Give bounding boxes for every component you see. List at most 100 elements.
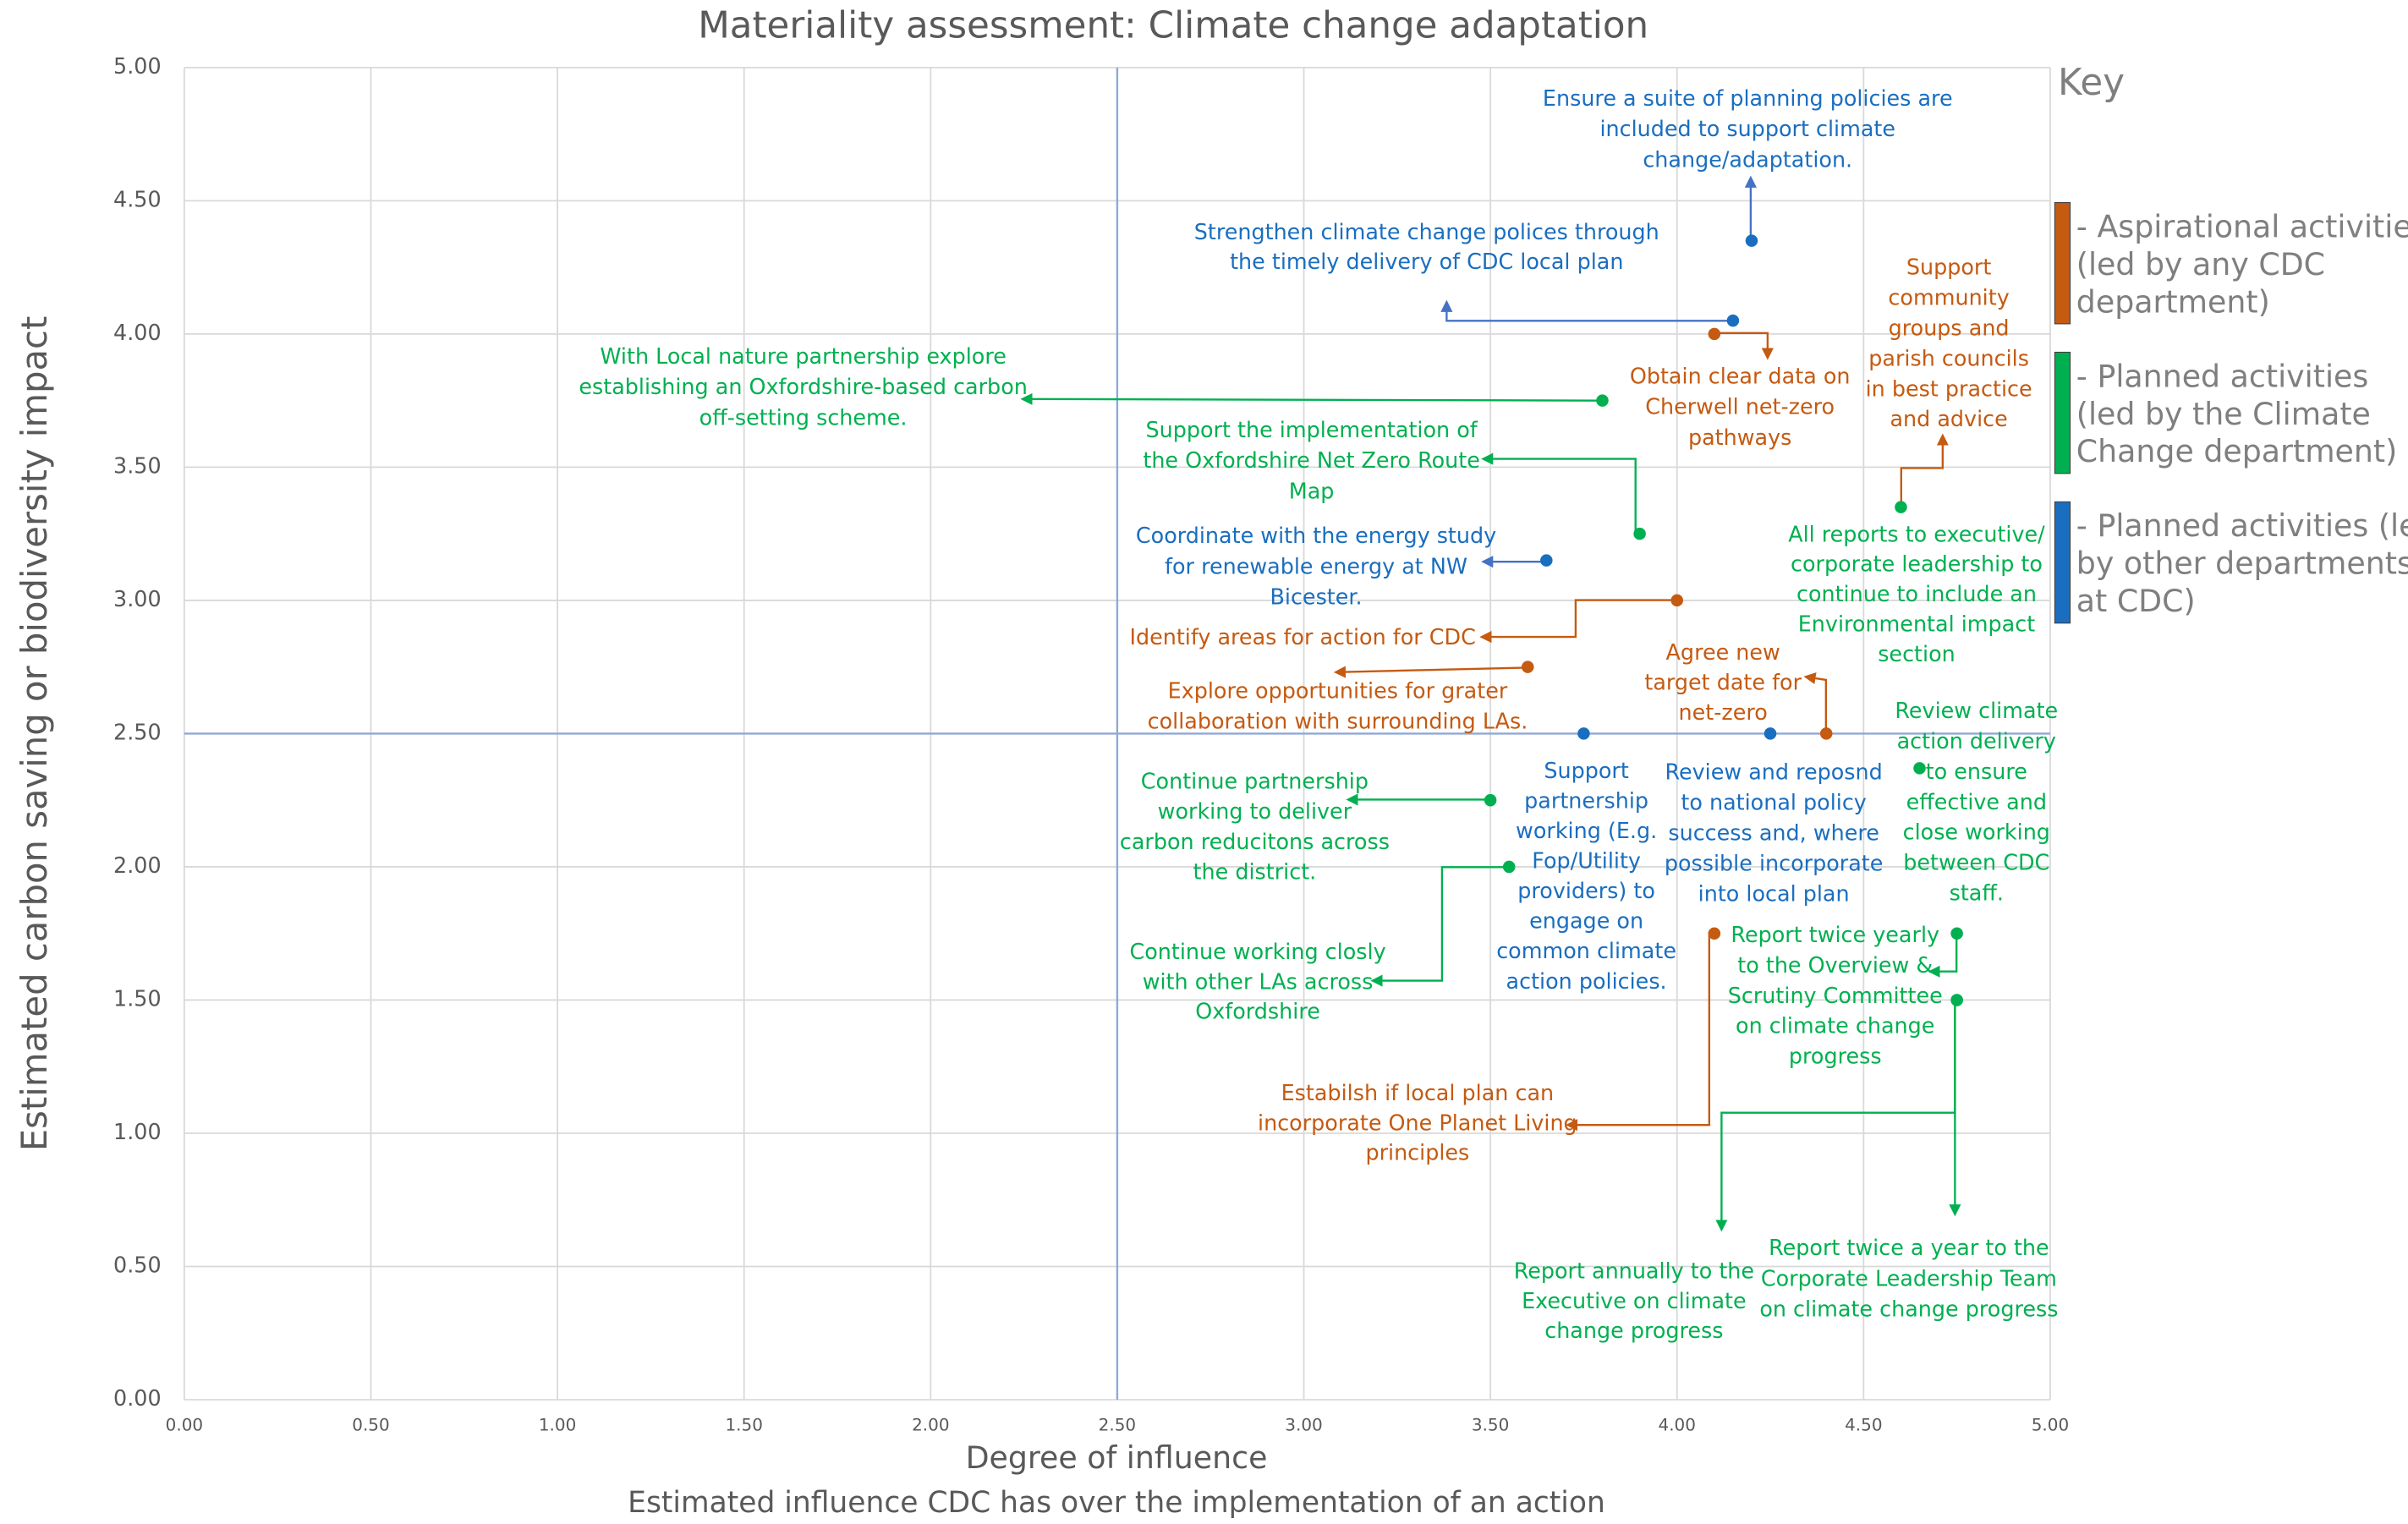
x-tick-label: 2.50	[1099, 1414, 1136, 1434]
point-label-line: Strengthen climate change polices throug…	[1194, 219, 1659, 244]
point-label-line: Coordinate with the energy study	[1136, 523, 1496, 548]
point-label-line: continue to include an	[1796, 581, 2037, 606]
point	[1708, 327, 1721, 341]
legend-title: Key	[2058, 62, 2125, 104]
point-label: Report twice a year to the Corporate Lead…	[1759, 1235, 2058, 1322]
point-label-line: partnership	[1524, 787, 1648, 813]
x-tick-label: 1.50	[725, 1414, 762, 1434]
point-label-line: Support	[1544, 758, 1628, 783]
point-label-line: with other LAs across	[1143, 968, 1374, 994]
x-tick-label: 4.00	[1659, 1414, 1696, 1434]
point-label: Continue partnership working to deliver ca…	[1120, 769, 1390, 885]
point-label-line: action policies.	[1506, 968, 1667, 994]
point-label-line: providers) to	[1517, 878, 1655, 903]
legend-swatch	[2054, 501, 2071, 624]
legend-entry-line: - Planned activities	[2076, 358, 2369, 394]
point-label-line: With Local nature partnership explore	[600, 343, 1007, 369]
point-label: Report annually to the Executive on clima…	[1514, 1258, 1754, 1343]
legend-entry-line: - Aspirational activities	[2076, 208, 2408, 244]
leader-arrow	[1479, 599, 1677, 644]
point-label-line: common climate	[1496, 938, 1676, 963]
point-label-line: off-setting scheme.	[699, 404, 908, 430]
point-label-line: Report annually to the	[1514, 1258, 1754, 1283]
point-label-line: success and, where	[1668, 820, 1879, 845]
y-tick-label: 1.50	[113, 985, 162, 1011]
point	[1763, 727, 1777, 740]
point-label: Support partnership working (E.g. Fop/Utili…	[1496, 758, 1676, 994]
point-label: Explore opportunities for grater collabor…	[1148, 677, 1528, 733]
x-tick-label: 4.50	[1845, 1414, 1882, 1434]
point-label-line: Review climate	[1895, 698, 2058, 723]
point-label-line: staff.	[1950, 880, 2004, 906]
point	[1950, 994, 1963, 1006]
point-label-line: pathways	[1688, 425, 1791, 450]
point	[1726, 314, 1740, 327]
point-label-line: corporate leadership to	[1791, 551, 2043, 577]
x-tick-label: 1.00	[539, 1414, 576, 1434]
point-label-line: working to deliver	[1158, 798, 1352, 824]
point-label-line: target date for	[1644, 669, 1802, 694]
y-tick-label: 3.50	[113, 452, 162, 478]
leader-arrow	[1900, 433, 1949, 507]
point-label: Obtain clear data on Cherwell net-zero pat…	[1630, 363, 1851, 450]
y-tick-label: 5.00	[113, 53, 162, 79]
point	[1521, 661, 1534, 673]
point-label: With Local nature partnership explore est…	[579, 343, 1027, 430]
point	[1913, 762, 1926, 775]
legend-entry-line: (led by the Climate	[2076, 396, 2371, 432]
point-label: Report twice yearly to the Overview & Scru…	[1728, 922, 1943, 1069]
point	[1577, 727, 1590, 740]
point-label-line: All reports to executive/	[1788, 521, 2045, 546]
point-label-line: between CDC	[1903, 850, 2049, 875]
point-label-line: Review and reposnd	[1665, 759, 1882, 785]
point-label-line: incorporate One Planet Living	[1258, 1110, 1577, 1135]
point-label: Review climate action delivery to ensure ef…	[1895, 698, 2058, 906]
point	[1484, 793, 1497, 807]
point-label-line: collaboration with surrounding LAs.	[1148, 709, 1528, 734]
x-tick-label: 3.50	[1472, 1414, 1509, 1434]
leader-arrow	[1020, 392, 1602, 405]
point	[1596, 394, 1609, 407]
point-label-line: Environmental impact	[1798, 611, 2035, 636]
point-label-line: Continue working closly	[1129, 939, 1385, 964]
point-label-line: principles	[1365, 1140, 1469, 1165]
y-tick-label: 2.50	[113, 719, 162, 744]
x-axis-label: Degree of influence	[966, 1439, 1268, 1476]
point-label: Agree new target date for net-zero	[1644, 639, 1802, 725]
point-label-line: action delivery	[1897, 728, 2056, 754]
point-label-line: Fop/Utility	[1532, 848, 1641, 874]
legend-entry: - Planned activities (led by other depart…	[2076, 507, 2408, 619]
leader-arrow	[1714, 332, 1774, 360]
point-label-line: possible incorporate	[1665, 850, 1884, 875]
point-label-line: Identify areas for action for CDC	[1129, 624, 1475, 650]
y-tick-label: 2.00	[113, 852, 162, 878]
point-label-line: working (E.g.	[1516, 818, 1657, 843]
point-label-line: Support the implementation of	[1145, 417, 1478, 442]
x-tick-label: 0.50	[352, 1414, 389, 1434]
point	[1540, 554, 1553, 567]
point-label-line: the district.	[1193, 859, 1317, 885]
leader-arrow	[1481, 452, 1639, 535]
point-label-line: Corporate Leadership Team	[1761, 1265, 2057, 1291]
annotation-line: and advice	[1890, 406, 2007, 431]
point	[1670, 594, 1683, 607]
point-label-line: for renewable energy at NW	[1165, 553, 1467, 578]
leader-arrow	[1370, 866, 1509, 987]
point	[1950, 927, 1963, 940]
point-label-line: Obtain clear data on	[1630, 363, 1851, 388]
point-label: Strengthen climate change polices throug…	[1194, 219, 1659, 274]
legend-entry-line: Change department)	[2076, 433, 2398, 469]
legend-entry: - Planned activities (led by the Climate C…	[2076, 358, 2398, 469]
annotation-line: groups and	[1889, 315, 2010, 340]
leader-arrow	[1333, 666, 1527, 678]
point-label-line: Scrutiny Committee	[1728, 983, 1943, 1008]
point-label: Coordinate with the energy study for rene…	[1136, 523, 1496, 610]
point-label-line: the Oxfordshire Net Zero Route	[1143, 447, 1479, 473]
x-axis-subtitle: Estimated influence CDC has over the imp…	[628, 1486, 1605, 1520]
y-tick-label: 3.00	[113, 586, 162, 611]
point-label-line: Bicester.	[1270, 584, 1362, 610]
annotation-line: in best practice	[1866, 376, 2032, 401]
annotation: Support community groups and parish council…	[1866, 255, 2032, 432]
point-label-line: to national policy	[1681, 790, 1866, 815]
